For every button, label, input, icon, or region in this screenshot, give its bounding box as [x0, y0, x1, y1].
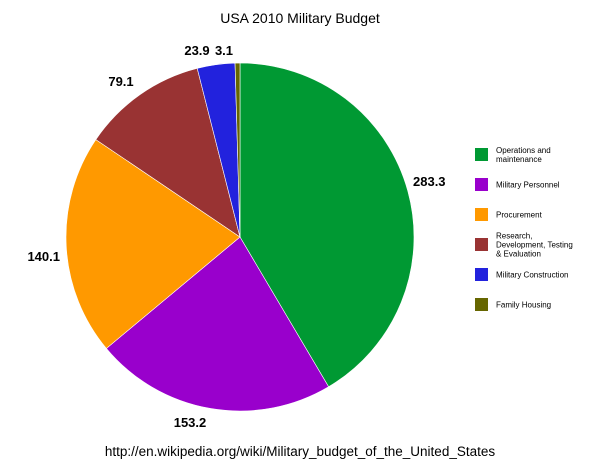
legend-label-5: Military Construction [496, 271, 568, 280]
value-label-2: 153.2 [174, 415, 207, 430]
pie-slice-1 [239, 62, 415, 388]
pie-slice-2 [105, 236, 330, 412]
value-label-5: 23.9 [184, 43, 209, 58]
pie-value-labels: 283.3 153.2 140.1 79.1 23.9 3.1 [27, 43, 445, 430]
pie-slice-3 [65, 139, 241, 349]
legend-swatch-3 [475, 208, 488, 221]
chart-title: USA 2010 Military Budget [220, 10, 380, 26]
value-label-4: 79.1 [108, 74, 133, 89]
source-url: http://en.wikipedia.org/wiki/Military_bu… [105, 444, 495, 459]
pie-slices [65, 62, 415, 412]
pie-slice-4 [95, 67, 241, 238]
legend-label-4: Research, Development, Testing & Evaluatio… [496, 232, 573, 259]
legend-swatch-4 [475, 238, 488, 251]
legend-swatch-1 [475, 148, 488, 161]
legend-swatch-5 [475, 268, 488, 281]
legend-label-6: Family Housing [496, 301, 551, 310]
value-label-1: 283.3 [413, 174, 446, 189]
value-label-3: 140.1 [27, 249, 60, 264]
legend-label-3: Procurement [496, 211, 543, 220]
legend-label-2: Military Personnel [496, 181, 560, 190]
pie-slice-6 [234, 62, 241, 238]
legend: Operations and maintenance Military Person… [475, 146, 573, 311]
legend-swatch-2 [475, 178, 488, 191]
value-label-6: 3.1 [215, 43, 233, 58]
legend-swatch-6 [475, 298, 488, 311]
legend-label-1: Operations and maintenance [496, 146, 551, 164]
